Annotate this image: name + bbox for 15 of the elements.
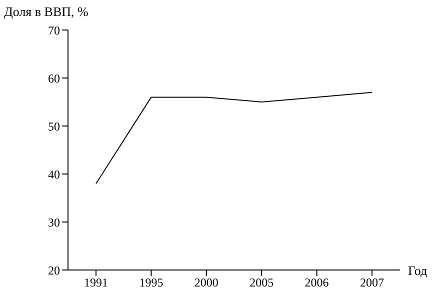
- x-axis-title: Год: [408, 263, 428, 279]
- x-tick-label: 1995: [139, 276, 164, 290]
- x-tick-label: 1991: [84, 276, 108, 290]
- y-tick-label: 60: [48, 71, 60, 86]
- line-series: [96, 92, 372, 184]
- y-tick-label: 50: [48, 119, 60, 134]
- x-tick-label: 2000: [194, 276, 218, 290]
- y-tick-label: 30: [48, 215, 60, 230]
- y-axis-title: Доля в ВВП, %: [4, 4, 88, 20]
- y-tick-label: 20: [48, 263, 60, 278]
- x-tick-label: 2005: [250, 276, 274, 290]
- y-tick-label: 70: [48, 23, 60, 38]
- y-tick-label: 40: [48, 167, 60, 182]
- x-tick-label: 2007: [360, 276, 384, 290]
- x-tick-label: 2006: [304, 276, 329, 290]
